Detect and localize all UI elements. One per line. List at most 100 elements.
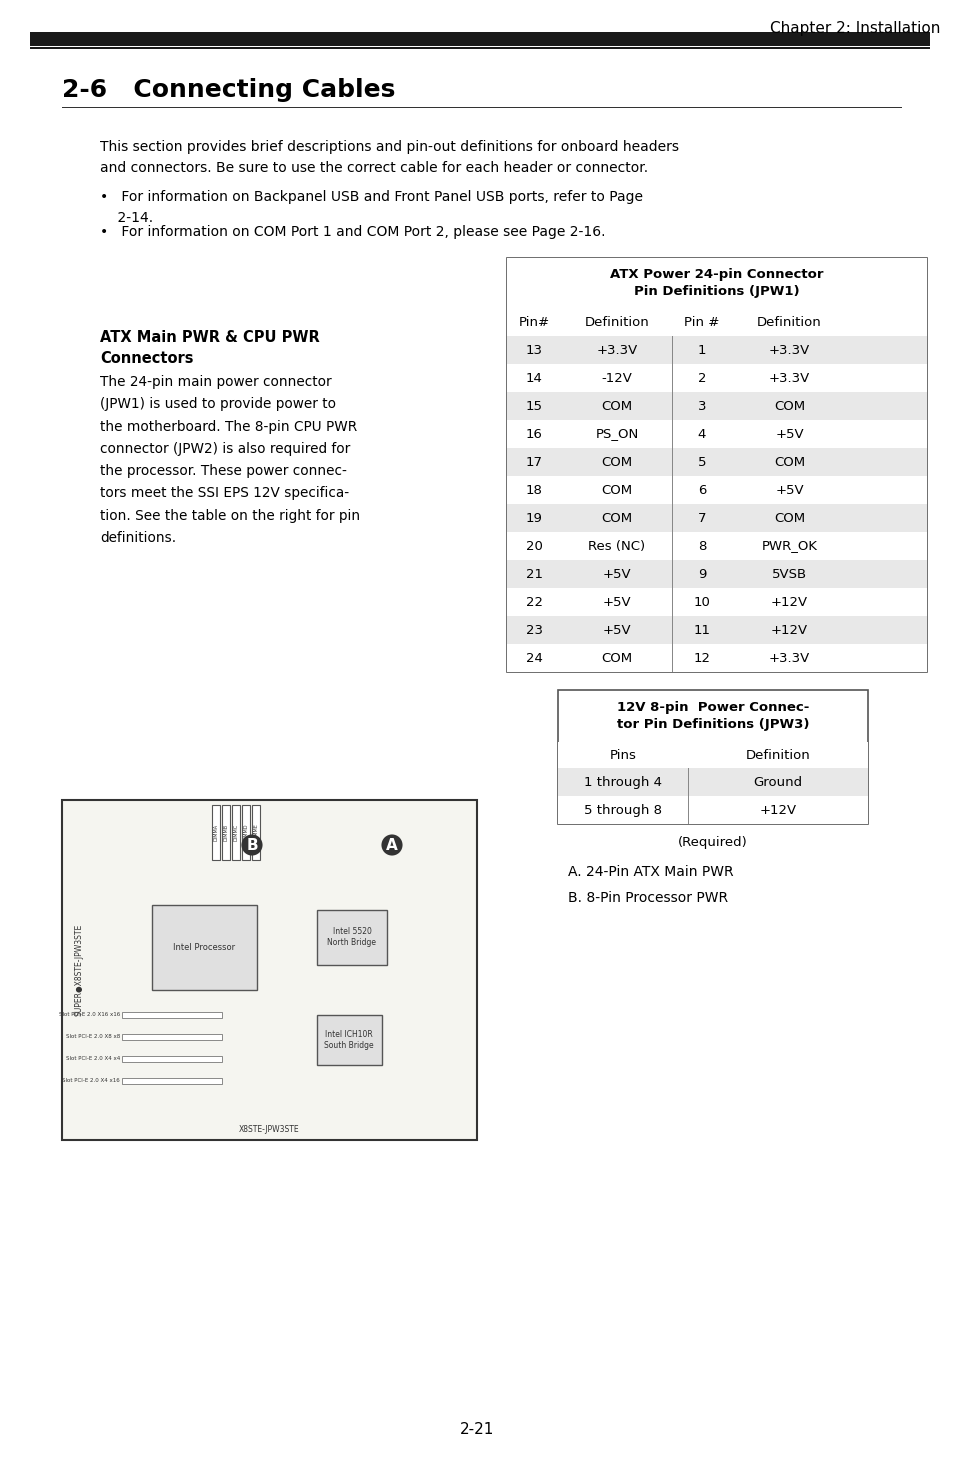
Bar [506,420,926,448]
Text: 4: 4 [697,427,705,440]
Text: PWR_OK: PWR_OK [760,539,817,553]
Text: +3.3V: +3.3V [596,344,637,357]
Bar [671,335,673,364]
Text: -12V: -12V [601,372,632,385]
Bar [671,420,673,448]
Bar [558,690,867,824]
Text: +5V: +5V [602,624,631,637]
Text: ATX Main PWR & CPU PWR
Connectors: ATX Main PWR & CPU PWR Connectors [100,330,319,366]
Bar [687,796,688,824]
Text: 10: 10 [693,595,710,608]
Text: +3.3V: +3.3V [768,652,809,665]
Text: DIMMB: DIMMB [223,824,229,841]
Text: 7: 7 [697,512,705,525]
Text: DIMMD: DIMMD [243,824,248,841]
Bar [122,1077,222,1083]
Text: Definition: Definition [745,748,809,761]
Bar [506,258,926,308]
Bar [671,588,673,615]
Text: 2-6   Connecting Cables: 2-6 Connecting Cables [62,77,395,102]
Text: Definition: Definition [584,315,649,328]
Text: Intel ICH10R
South Bridge: Intel ICH10R South Bridge [324,1029,374,1050]
Bar [506,392,926,420]
Text: (Required): (Required) [678,835,747,849]
Text: DIMMA: DIMMA [213,824,218,841]
Text: 22: 22 [525,595,542,608]
Text: 2: 2 [697,372,705,385]
Text: +5V: +5V [775,484,803,497]
Text: Pins: Pins [609,748,636,761]
Text: •   For information on Backpanel USB and Front Panel USB ports, refer to Page
  : • For information on Backpanel USB and F… [100,190,642,225]
Bar [506,504,926,532]
Text: This section provides brief descriptions and pin-out definitions for onboard hea: This section provides brief descriptions… [100,140,679,175]
Bar [212,805,220,860]
Text: 3: 3 [697,399,705,413]
Text: +5V: +5V [775,427,803,440]
Text: A. 24-Pin ATX Main PWR: A. 24-Pin ATX Main PWR [567,865,733,879]
Text: 2-21: 2-21 [459,1423,494,1438]
Text: +5V: +5V [602,567,631,580]
Text: •   For information on COM Port 1 and COM Port 2, please see Page 2-16.: • For information on COM Port 1 and COM … [100,225,605,239]
Text: COM: COM [600,455,632,468]
Text: 5 through 8: 5 through 8 [583,803,661,816]
Text: 13: 13 [525,344,542,357]
Text: Slot PCI-E 2.0 X16 x16: Slot PCI-E 2.0 X16 x16 [59,1012,120,1016]
Bar [506,644,926,672]
Text: +12V: +12V [770,624,807,637]
Bar [671,532,673,560]
Text: 18: 18 [525,484,542,497]
Text: 6: 6 [697,484,705,497]
Bar [558,768,867,796]
Text: +5V: +5V [602,595,631,608]
Text: 11: 11 [693,624,710,637]
Bar [316,1015,381,1064]
Text: Res (NC): Res (NC) [588,539,645,553]
Bar [671,392,673,420]
Bar [506,615,926,644]
Text: COM: COM [773,512,804,525]
Text: 1 through 4: 1 through 4 [583,776,661,789]
Text: PS_ON: PS_ON [595,427,638,440]
Text: Intel 5520
North Bridge: Intel 5520 North Bridge [327,927,376,948]
Text: ATX Power 24-pin Connector
Pin Definitions (JPW1): ATX Power 24-pin Connector Pin Definitio… [610,268,822,297]
Text: +12V: +12V [770,595,807,608]
Text: 17: 17 [525,455,542,468]
Bar [558,742,867,768]
Text: Ground: Ground [753,776,801,789]
Bar [242,805,250,860]
Bar [316,910,387,965]
Bar [122,1056,222,1061]
Bar [30,47,929,50]
Bar [30,32,929,47]
Bar [506,560,926,588]
Bar [671,644,673,672]
Text: +12V: +12V [759,803,796,816]
Text: +3.3V: +3.3V [768,344,809,357]
Text: 1: 1 [697,344,705,357]
Text: 19: 19 [525,512,542,525]
Text: A: A [386,837,397,853]
Text: SUPER●X8STE-JPW3STE: SUPER●X8STE-JPW3STE [74,924,83,1016]
Text: COM: COM [600,484,632,497]
Text: 5: 5 [697,455,705,468]
Text: Chapter 2: Installation: Chapter 2: Installation [769,20,939,35]
Text: COM: COM [773,399,804,413]
Bar [687,768,688,796]
Bar [671,615,673,644]
Bar [506,588,926,615]
Bar [506,364,926,392]
Text: COM: COM [600,652,632,665]
Bar [252,805,260,860]
Bar [506,258,926,672]
Text: DIMME: DIMME [253,824,258,840]
Text: COM: COM [600,512,632,525]
Text: 16: 16 [525,427,542,440]
Text: DIMMC: DIMMC [233,824,238,841]
Text: 12V 8-pin  Power Connec-
tor Pin Definitions (JPW3): 12V 8-pin Power Connec- tor Pin Definiti… [616,701,808,730]
Bar [671,475,673,504]
Text: 24: 24 [525,652,542,665]
Bar [122,1034,222,1040]
Bar [558,796,867,824]
Bar [506,308,926,335]
Bar [671,560,673,588]
